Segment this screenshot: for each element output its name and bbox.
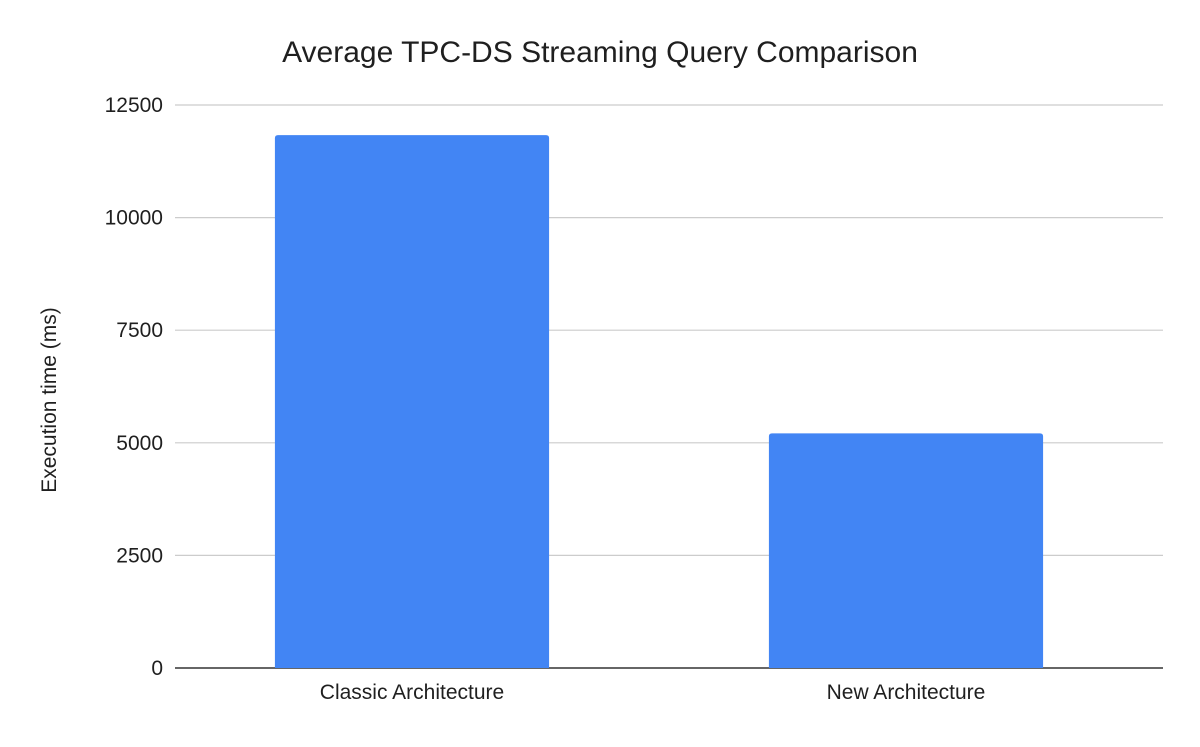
y-tick-label: 0	[151, 657, 163, 680]
y-tick-label: 10000	[105, 207, 163, 230]
y-tick-label: 12500	[105, 94, 163, 117]
x-category-label: New Architecture	[827, 681, 986, 704]
bar-classic-architecture	[274, 135, 550, 668]
x-category-label: Classic Architecture	[320, 681, 504, 704]
y-tick-label: 2500	[116, 544, 163, 567]
y-axis-label: Execution time (ms)	[38, 307, 61, 493]
bar-new-architecture	[768, 433, 1044, 668]
chart-title: Average TPC-DS Streaming Query Compariso…	[282, 36, 918, 69]
y-axis-ticks: 0 2500 5000 7500 10000 12500	[105, 94, 163, 680]
y-tick-label: 5000	[116, 432, 163, 455]
y-tick-label: 7500	[116, 319, 163, 342]
x-axis-categories: Classic Architecture New Architecture	[320, 681, 986, 704]
bars	[274, 135, 1044, 668]
